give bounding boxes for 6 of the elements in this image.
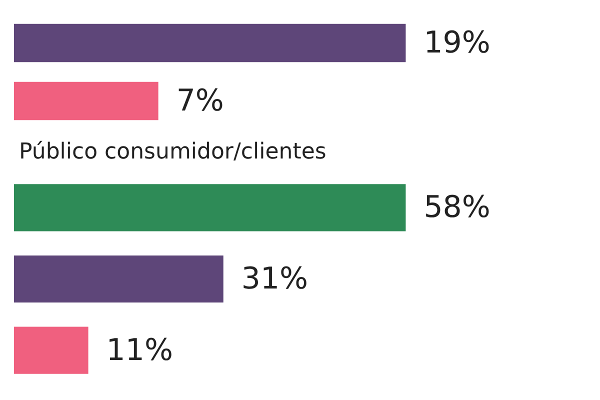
chart-title: Público consumidor/clientes [19,140,326,164]
data-label: 31% [241,262,308,296]
data-label: 11% [106,332,173,368]
data-label: 19% [424,26,490,60]
data-label: 58% [424,190,490,226]
data-label: 7% [176,84,224,118]
